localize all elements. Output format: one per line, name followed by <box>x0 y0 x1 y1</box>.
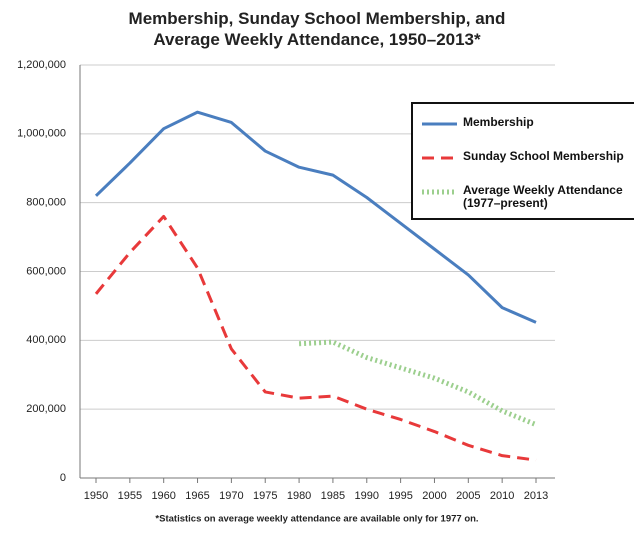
legend-entry: Average Weekly Attendance (1977–present) <box>463 184 623 210</box>
y-tick-label: 0 <box>60 472 66 484</box>
legend-box <box>411 102 634 220</box>
x-tick-label: 1955 <box>118 490 142 502</box>
x-tick-label: 1965 <box>185 490 209 502</box>
x-tick-label: 1990 <box>355 490 379 502</box>
y-tick-label: 400,000 <box>26 334 66 346</box>
x-tick-label: 1985 <box>321 490 345 502</box>
x-tick-label: 2005 <box>456 490 480 502</box>
x-tick-label: 1975 <box>253 490 277 502</box>
footnote: *Statistics on average weekly attendance… <box>155 514 478 525</box>
legend-label: Membership <box>463 116 534 129</box>
x-tick-label: 2010 <box>490 490 514 502</box>
legend-entry: Sunday School Membership <box>463 150 624 163</box>
x-tick-label: 1995 <box>388 490 412 502</box>
y-tick-label: 800,000 <box>26 197 66 209</box>
x-tick-label: 1960 <box>151 490 175 502</box>
legend-label: Sunday School Membership <box>463 150 624 163</box>
y-tick-label: 200,000 <box>26 403 66 415</box>
series-line <box>94 214 537 462</box>
series-line <box>298 339 537 427</box>
x-tick-label: 2013 <box>524 490 548 502</box>
series-line <box>94 110 537 324</box>
x-tick-label: 1950 <box>84 490 108 502</box>
x-tick-label: 1970 <box>219 490 243 502</box>
x-tick-label: 1980 <box>287 490 311 502</box>
y-tick-label: 600,000 <box>26 265 66 277</box>
legend-entry: Membership <box>463 116 534 129</box>
x-tick-label: 2000 <box>422 490 446 502</box>
legend-label: Average Weekly Attendance (1977–present) <box>463 184 623 210</box>
y-tick-label: 1,200,000 <box>17 59 66 71</box>
chart-title: Membership, Sunday School Membership, an… <box>128 9 506 49</box>
y-tick-label: 1,000,000 <box>17 128 66 140</box>
